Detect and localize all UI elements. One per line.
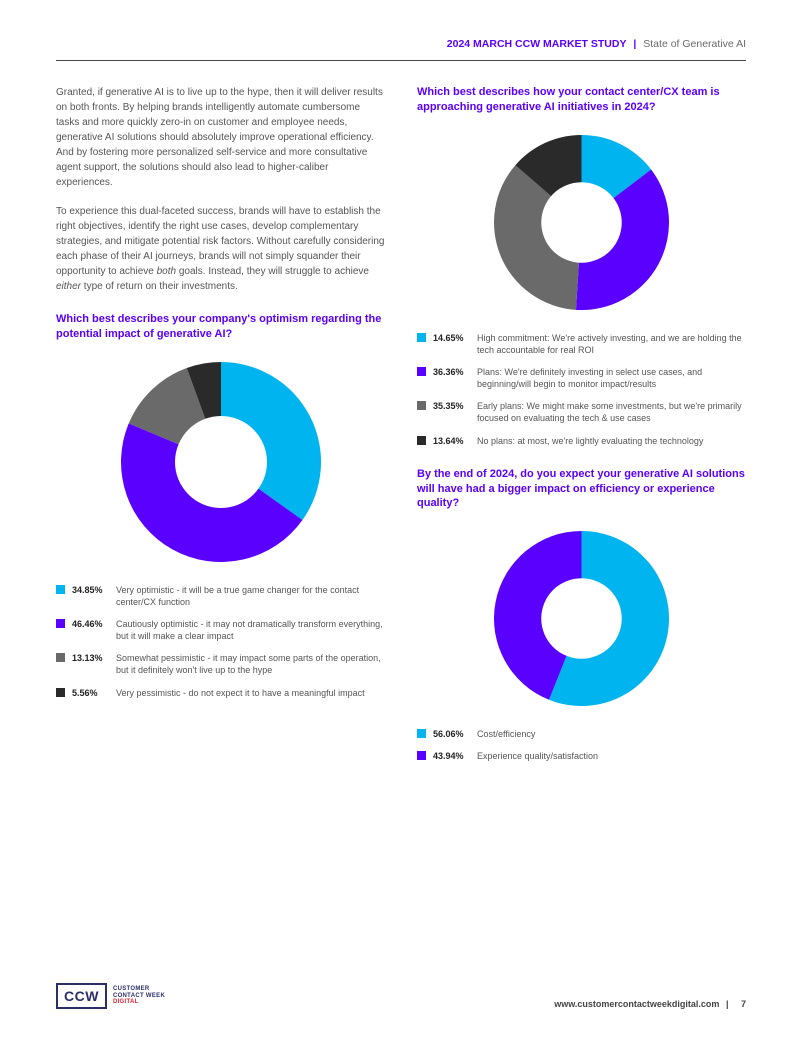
logo-text: CUSTOMER CONTACT WEEK DIGITAL	[113, 986, 165, 1006]
legend-pct: 43.94%	[433, 750, 477, 762]
footer-right: www.customercontactweekdigital.com | 7	[554, 999, 746, 1009]
legend-label: Early plans: We might make some investme…	[477, 400, 746, 424]
legend-label: Very pessimistic - do not expect it to h…	[116, 687, 385, 699]
body-p2-b: goals. Instead, they will struggle to ac…	[176, 266, 369, 277]
legend-label: Very optimistic - it will be a true game…	[116, 584, 385, 608]
legend-pct: 36.36%	[433, 366, 477, 378]
legend-swatch	[56, 585, 65, 594]
chart3-title: By the end of 2024, do you expect your g…	[417, 467, 746, 512]
header-suffix: State of Generative AI	[643, 38, 746, 50]
header-separator: |	[633, 38, 636, 50]
legend-swatch	[417, 436, 426, 445]
legend-pct: 14.65%	[433, 332, 477, 344]
footer-sep: |	[726, 999, 729, 1009]
donut-hole	[541, 578, 622, 659]
legend-pct: 34.85%	[72, 584, 116, 596]
legend-row: 34.85%Very optimistic - it will be a tru…	[56, 584, 385, 608]
legend-swatch	[417, 333, 426, 342]
legend-pct: 13.13%	[72, 652, 116, 664]
legend-row: 14.65%High commitment: We're actively in…	[417, 332, 746, 356]
legend-swatch	[417, 751, 426, 760]
logo-line2: CONTACT WEEK	[113, 993, 165, 1000]
legend-row: 13.13%Somewhat pessimistic - it may impa…	[56, 652, 385, 676]
legend-pct: 56.06%	[433, 728, 477, 740]
chart1-donut	[56, 356, 385, 580]
page-header: 2024 MARCH CCW MARKET STUDY | State of G…	[56, 38, 746, 61]
legend-pct: 46.46%	[72, 618, 116, 630]
legend-row: 35.35%Early plans: We might make some in…	[417, 400, 746, 424]
chart1-legend: 34.85%Very optimistic - it will be a tru…	[56, 584, 385, 699]
chart2-title: Which best describes how your contact ce…	[417, 85, 746, 115]
legend-pct: 35.35%	[433, 400, 477, 412]
ccw-logo: CCW CUSTOMER CONTACT WEEK DIGITAL	[56, 983, 165, 1009]
legend-row: 36.36%Plans: We're definitely investing …	[417, 366, 746, 390]
legend-swatch	[56, 619, 65, 628]
body-p2-em1: both	[157, 266, 176, 277]
footer-page-number: 7	[741, 999, 746, 1009]
legend-label: Cautiously optimistic - it may not drama…	[116, 618, 385, 642]
legend-label: Cost/efficiency	[477, 728, 746, 740]
footer-url: www.customercontactweekdigital.com	[554, 999, 719, 1009]
legend-swatch	[417, 729, 426, 738]
legend-label: Experience quality/satisfaction	[477, 750, 746, 762]
logo-line3: DIGITAL	[113, 999, 165, 1006]
legend-row: 56.06%Cost/efficiency	[417, 728, 746, 740]
legend-pct: 5.56%	[72, 687, 116, 699]
chart2-legend: 14.65%High commitment: We're actively in…	[417, 332, 746, 447]
legend-pct: 13.64%	[433, 435, 477, 447]
donut-hole	[175, 416, 267, 508]
body-paragraph-1: Granted, if generative AI is to live up …	[56, 85, 385, 190]
donut-hole	[541, 182, 622, 263]
legend-label: Plans: We're definitely investing in sel…	[477, 366, 746, 390]
legend-row: 43.94%Experience quality/satisfaction	[417, 750, 746, 762]
chart1-title: Which best describes your company's opti…	[56, 312, 385, 342]
logo-mark: CCW	[56, 983, 107, 1009]
chart3-legend: 56.06%Cost/efficiency43.94%Experience qu…	[417, 728, 746, 762]
logo-line1: CUSTOMER	[113, 986, 165, 993]
chart2-donut	[417, 129, 746, 328]
body-p2-em2: either	[56, 281, 81, 292]
legend-swatch	[56, 653, 65, 662]
legend-label: No plans: at most, we're lightly evaluat…	[477, 435, 746, 447]
legend-swatch	[56, 688, 65, 697]
chart3-donut	[417, 525, 746, 724]
legend-label: High commitment: We're actively investin…	[477, 332, 746, 356]
page-footer: CCW CUSTOMER CONTACT WEEK DIGITAL www.cu…	[56, 983, 746, 1009]
legend-label: Somewhat pessimistic - it may impact som…	[116, 652, 385, 676]
legend-swatch	[417, 401, 426, 410]
legend-swatch	[417, 367, 426, 376]
body-p2-c: type of return on their investments.	[81, 281, 238, 292]
legend-row: 5.56%Very pessimistic - do not expect it…	[56, 687, 385, 699]
legend-row: 13.64%No plans: at most, we're lightly e…	[417, 435, 746, 447]
header-prefix: 2024 MARCH CCW MARKET STUDY	[447, 38, 627, 50]
legend-row: 46.46%Cautiously optimistic - it may not…	[56, 618, 385, 642]
body-paragraph-2: To experience this dual-faceted success,…	[56, 204, 385, 294]
